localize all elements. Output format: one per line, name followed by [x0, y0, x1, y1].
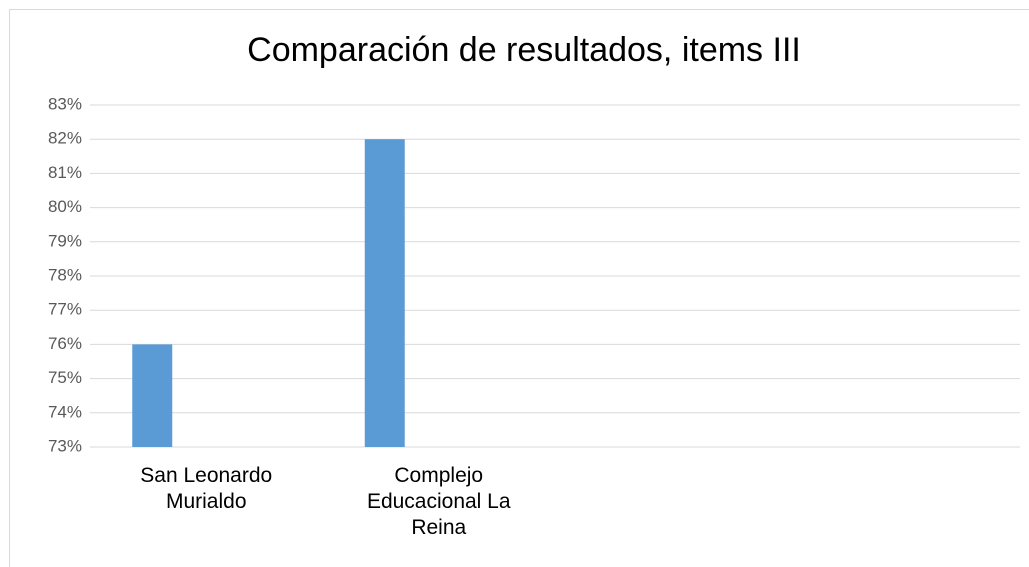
y-tick-label: 78% — [48, 265, 82, 284]
y-tick-label: 83% — [48, 94, 82, 113]
y-tick-label: 79% — [48, 231, 82, 250]
y-tick-label: 80% — [48, 197, 82, 216]
bar — [132, 344, 173, 447]
bar — [364, 139, 405, 447]
chart-title: Comparación de resultados, items III — [247, 31, 801, 69]
x-tick-label: Complejo Educacional La Reina — [366, 464, 511, 539]
y-tick-label: 76% — [48, 334, 82, 353]
y-tick-label: 81% — [48, 163, 82, 182]
chart-frame — [9, 9, 1029, 567]
y-tick-label: 77% — [48, 300, 82, 319]
x-tick-label: San Leonardo Murialdo — [140, 464, 273, 513]
y-tick-label: 73% — [48, 436, 82, 455]
y-tick-label: 82% — [48, 129, 82, 148]
y-tick-label: 74% — [48, 402, 82, 421]
y-tick-label: 75% — [48, 368, 82, 387]
